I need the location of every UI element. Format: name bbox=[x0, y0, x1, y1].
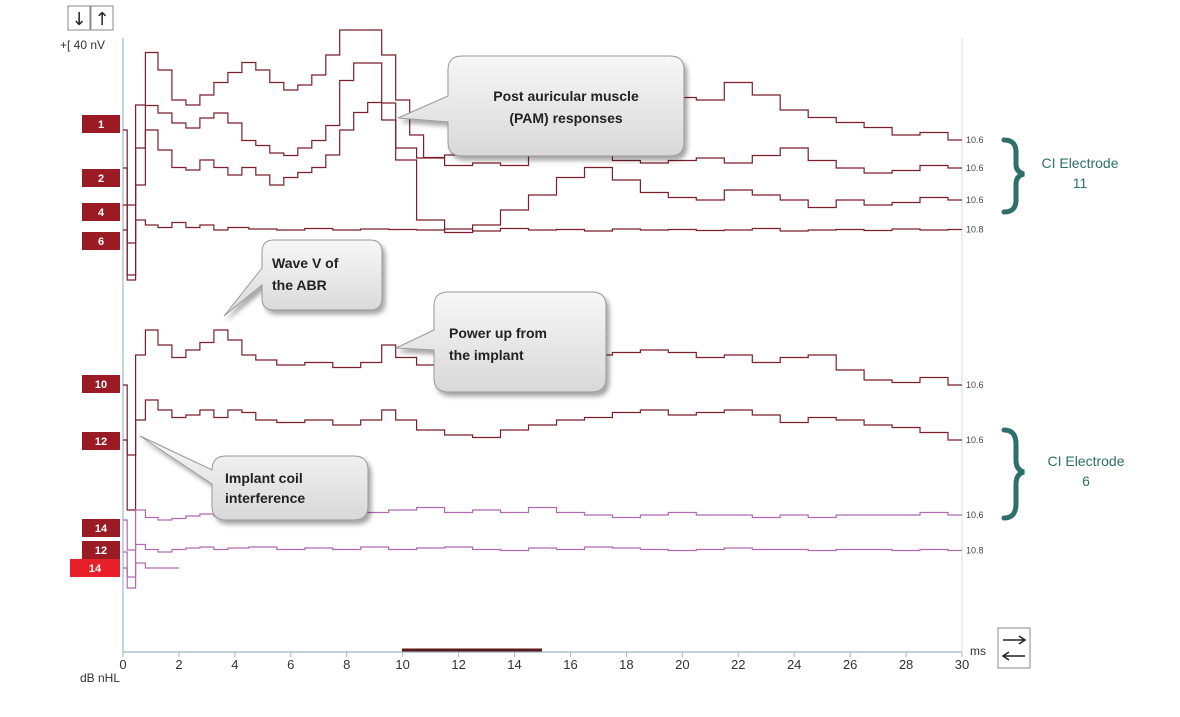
left-arrow-icon bbox=[1001, 651, 1010, 661]
trace-line-7[interactable] bbox=[123, 506, 962, 551]
x-tick-label: 2 bbox=[175, 657, 182, 672]
callout-pam-line1: Post auricular muscle bbox=[493, 88, 639, 104]
trace-end-label-3: 10.6 bbox=[966, 195, 984, 205]
trace-tag-label-6: 12 bbox=[95, 436, 107, 448]
x-tick-label: 6 bbox=[287, 657, 294, 672]
x-tick-label: 24 bbox=[787, 657, 801, 672]
group-ci-electrode-6: CI Electrode 6 bbox=[1001, 427, 1125, 521]
callout-wave-v-line2: the ABR bbox=[272, 277, 327, 293]
trace-end-label-1: 10.6 bbox=[966, 135, 984, 145]
traces-group bbox=[123, 29, 962, 589]
callout-coil-line1: Implant coil bbox=[225, 470, 303, 486]
group-11-line1: CI Electrode bbox=[1041, 155, 1118, 171]
trace-tag-7[interactable] bbox=[82, 519, 120, 537]
callout-power-up-line2: the implant bbox=[449, 347, 524, 363]
trace-tag-label-1: 1 bbox=[98, 119, 104, 131]
callout-power-up-line1: Power up from bbox=[449, 325, 547, 341]
callout-power-up: Power up from the implant bbox=[395, 291, 607, 393]
trace-tag-6[interactable] bbox=[82, 432, 120, 450]
scale-label: +[ 40 nV bbox=[60, 38, 105, 52]
scroll-up-button[interactable] bbox=[90, 5, 114, 31]
x-tick-label: 16 bbox=[563, 657, 577, 672]
trace-line-3[interactable] bbox=[123, 101, 962, 281]
brace-icon bbox=[1001, 137, 1025, 215]
trace-end-label-4: 10.8 bbox=[966, 225, 984, 235]
y-axis-label: dB nHL bbox=[80, 671, 120, 685]
trace-tag-8[interactable] bbox=[82, 541, 120, 559]
trace-line-4[interactable] bbox=[123, 219, 962, 276]
trace-line-9[interactable] bbox=[123, 562, 179, 589]
trace-tag-label-4: 6 bbox=[98, 236, 104, 248]
time-scroll-control[interactable] bbox=[997, 627, 1031, 669]
trace-tag-5[interactable] bbox=[82, 375, 120, 393]
trace-end-label-6: 10.6 bbox=[966, 435, 984, 445]
group-11-line2: 11 bbox=[1073, 175, 1088, 191]
x-tick-label: 14 bbox=[507, 657, 521, 672]
x-tick-label: 10 bbox=[395, 657, 409, 672]
callout-coil-interference: Implant coil interference bbox=[139, 435, 369, 521]
group-ci-electrode-11: CI Electrode 11 bbox=[1001, 137, 1119, 215]
x-tick-label: 22 bbox=[731, 657, 745, 672]
trace-end-label-2: 10.6 bbox=[966, 163, 984, 173]
x-tick-label: 30 bbox=[955, 657, 969, 672]
brace-icon bbox=[1001, 427, 1025, 521]
callout-wave-v-line1: Wave V of bbox=[272, 255, 339, 271]
x-tick-label: 8 bbox=[343, 657, 350, 672]
scroll-down-button[interactable] bbox=[67, 5, 91, 31]
end-labels-group: 10.6 10.6 10.6 10.8 10.6 10.6 10.6 10.8 bbox=[966, 135, 984, 556]
trace-tag-label-7: 14 bbox=[95, 523, 108, 535]
x-tick-label: 28 bbox=[899, 657, 913, 672]
trace-tag-label-5: 10 bbox=[95, 379, 107, 391]
trace-tag-1[interactable] bbox=[82, 115, 120, 133]
trace-line-1[interactable] bbox=[123, 29, 962, 206]
trace-tag-label-8: 12 bbox=[95, 545, 107, 557]
trace-line-8[interactable] bbox=[123, 543, 962, 578]
callout-pam-line2: (PAM) responses bbox=[509, 110, 623, 126]
x-tick-label: 20 bbox=[675, 657, 689, 672]
trace-tag-label-2: 2 bbox=[98, 173, 104, 185]
trace-line-6[interactable] bbox=[123, 399, 962, 511]
callout-pam: Post auricular muscle (PAM) responses bbox=[397, 55, 685, 157]
up-arrow-icon: ↑ bbox=[94, 9, 109, 30]
trace-end-label-5: 10.6 bbox=[966, 380, 984, 390]
x-unit-label: ms bbox=[970, 644, 986, 658]
x-tick-label: 18 bbox=[619, 657, 633, 672]
trace-tag-9[interactable] bbox=[70, 559, 120, 577]
x-tick-label: 12 bbox=[451, 657, 465, 672]
x-ticks-group: 0 2 4 6 8 10 12 14 16 18 20 22 24 26 28 30 bbox=[119, 652, 969, 672]
x-tick-label: 0 bbox=[119, 657, 126, 672]
toolbar: ↓ ↑ +[ 40 nV bbox=[60, 5, 114, 52]
group-6-line1: CI Electrode bbox=[1047, 453, 1124, 469]
trace-tag-label-9: 14 bbox=[89, 563, 102, 575]
trace-tag-label-3: 4 bbox=[98, 207, 105, 219]
trace-end-label-8: 10.8 bbox=[966, 546, 984, 556]
right-arrow-icon bbox=[1018, 635, 1027, 645]
trace-tag-3[interactable] bbox=[82, 203, 120, 221]
callout-coil-line2: interference bbox=[225, 490, 305, 506]
x-tick-label: 4 bbox=[231, 657, 238, 672]
x-tick-label: 26 bbox=[843, 657, 857, 672]
callout-wave-v: Wave V of the ABR bbox=[223, 239, 383, 317]
trace-end-label-7: 10.6 bbox=[966, 510, 984, 520]
down-arrow-icon: ↓ bbox=[71, 9, 86, 30]
trace-tag-4[interactable] bbox=[82, 232, 120, 250]
trace-tag-2[interactable] bbox=[82, 169, 120, 187]
group-6-line2: 6 bbox=[1082, 473, 1090, 489]
